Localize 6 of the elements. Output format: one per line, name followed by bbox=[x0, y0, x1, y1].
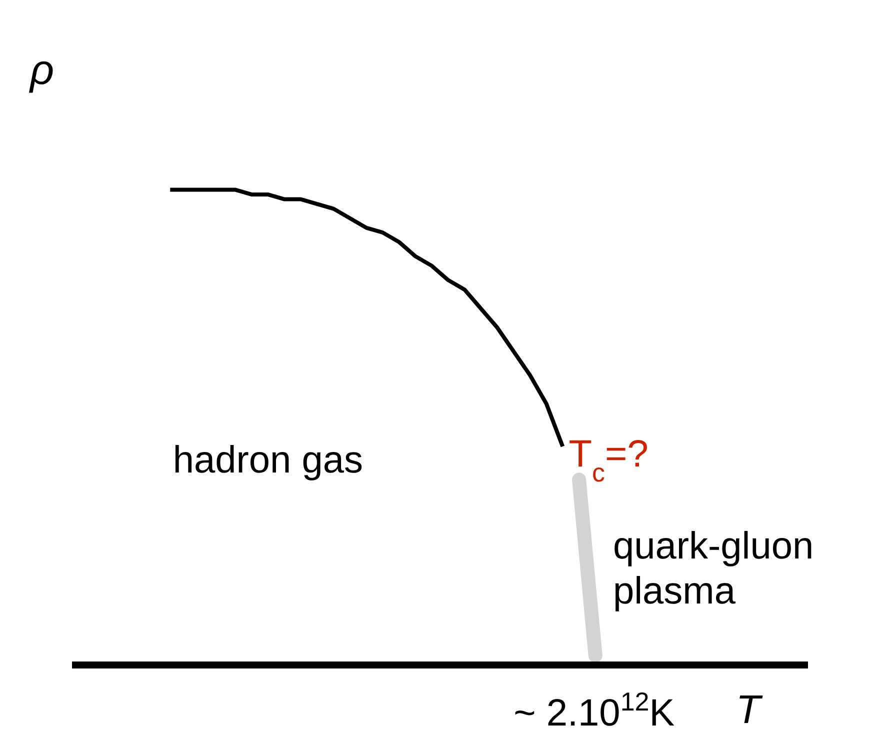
text: ~ 2.10$^{12}$K bbox=[514, 686, 675, 734]
annotation: quark-gluon plasma bbox=[612, 526, 814, 613]
x-axis-title: T bbox=[736, 688, 760, 733]
y-axis-title: ρ bbox=[30, 46, 54, 94]
annotation: hadron gas bbox=[172, 439, 363, 482]
annotation: T$_{c}$=? bbox=[568, 434, 648, 488]
